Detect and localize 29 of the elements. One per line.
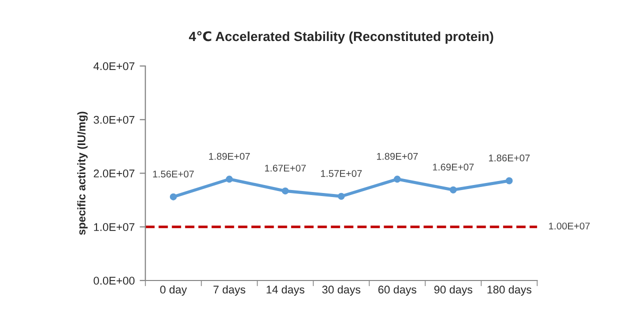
point	[450, 186, 457, 194]
y-tick-label: 3.0E+07	[94, 116, 134, 124]
x-tick-label: 0 day	[160, 285, 187, 296]
data-label: 1.89E+07	[377, 152, 418, 160]
data-label: 1.67E+07	[265, 164, 306, 172]
point	[226, 176, 233, 183]
point	[338, 192, 345, 200]
data-label: 1.86E+07	[489, 154, 530, 162]
y-tick-label: 0.0E+00	[94, 276, 135, 285]
x-tick-label: 90 days	[434, 285, 472, 296]
y-tick-label: 2.0E+07	[94, 170, 134, 178]
ref-line-label: 1.00E+07	[549, 222, 590, 230]
point	[170, 193, 177, 200]
x-tick-label: 180 days	[488, 285, 532, 296]
data-label: 1.56E+07	[153, 170, 194, 178]
point	[282, 187, 289, 194]
y-tick-label: 4.0E+07	[93, 62, 134, 70]
chart-title: 4℃ Accelerated Stability (Reconstituted protein)	[188, 31, 494, 44]
x-tick-label: 7 days	[214, 285, 246, 296]
x-tick-label: 60 days	[378, 285, 416, 296]
data-label: 1.57E+07	[321, 170, 362, 177]
y-axis-title: specific activity (IU/mg)	[77, 112, 88, 235]
x-tick-label: 30 days	[322, 285, 360, 296]
point	[394, 176, 401, 183]
data-label: 1.69E+07	[433, 164, 474, 171]
point	[506, 177, 513, 184]
y-tick-label: 1.0E+07	[94, 223, 134, 232]
data-label: 1.89E+07	[209, 152, 250, 160]
x-tick-label: 14 days	[266, 285, 304, 296]
